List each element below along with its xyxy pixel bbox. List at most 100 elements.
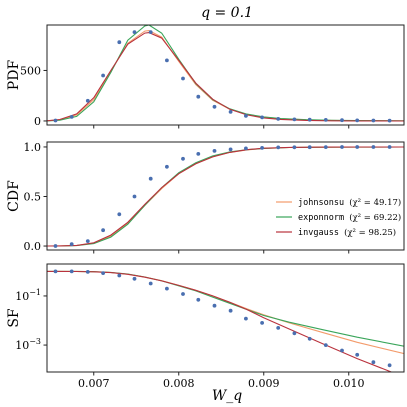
data-point xyxy=(355,118,360,123)
data-point xyxy=(165,164,169,169)
data-point xyxy=(148,30,153,34)
x-tick-label: 0.008 xyxy=(163,377,195,390)
data-point xyxy=(323,118,328,122)
data-point xyxy=(69,269,74,274)
data-point xyxy=(387,145,392,149)
data-point xyxy=(132,276,137,281)
data-point xyxy=(292,117,297,122)
series-line-invgauss xyxy=(47,32,404,122)
data-point xyxy=(387,118,392,123)
data-point xyxy=(260,115,264,120)
data-point xyxy=(228,110,233,114)
data-point xyxy=(307,336,312,341)
data-point xyxy=(69,242,74,247)
data-point xyxy=(53,269,58,274)
axes-frame xyxy=(46,263,405,373)
plot-area xyxy=(47,269,404,372)
data-point xyxy=(212,303,217,308)
data-point xyxy=(85,239,90,244)
data-point xyxy=(85,98,90,103)
data-point xyxy=(148,281,153,286)
legend-item-exponnorm: exponnorm (χ² = 69.22) xyxy=(276,212,401,223)
data-point xyxy=(260,321,264,325)
data-point xyxy=(196,94,201,99)
data-point xyxy=(148,176,153,181)
data-point xyxy=(340,348,344,353)
data-point xyxy=(117,40,122,45)
data-point xyxy=(212,104,217,109)
data-point xyxy=(165,58,169,63)
data-point xyxy=(181,292,185,296)
y-tick-label: 10−3 xyxy=(15,337,41,352)
data-point xyxy=(132,194,137,199)
data-point xyxy=(228,147,233,152)
series-line-invgauss xyxy=(47,270,393,372)
data-point xyxy=(307,117,312,122)
data-point xyxy=(371,118,376,123)
data-point xyxy=(53,244,58,248)
data-point xyxy=(244,316,248,321)
data-point xyxy=(276,117,281,121)
x-axis-label: W_q xyxy=(212,388,242,404)
figure-title: q = 0.1 xyxy=(201,5,253,21)
data-point xyxy=(181,156,185,161)
data-point xyxy=(355,145,360,149)
data-point xyxy=(53,118,58,123)
x-tick-label: 0.010 xyxy=(333,377,365,390)
legend-item-invgauss: invgauss (χ² = 98.25) xyxy=(276,227,396,238)
data-point xyxy=(101,271,105,275)
x-tick-label: 0.007 xyxy=(78,377,110,390)
y-axis-label-pdf: PDF xyxy=(6,60,22,91)
data-point xyxy=(196,297,201,302)
data-point xyxy=(85,270,90,274)
data-point xyxy=(292,331,297,336)
y-tick-label: 0.5 xyxy=(24,190,42,203)
data-point xyxy=(387,363,392,368)
data-point xyxy=(244,114,248,118)
legend-label: invgauss (χ² = 98.25) xyxy=(298,227,396,238)
y-tick-label: 0 xyxy=(34,115,41,128)
data-point xyxy=(117,212,122,217)
y-tick-label: 500 xyxy=(20,64,41,77)
data-point xyxy=(292,145,297,150)
data-point xyxy=(196,152,201,156)
legend-label: johnsonsu (χ² = 49.17) xyxy=(298,197,401,208)
data-point xyxy=(340,145,344,149)
plot-area xyxy=(47,145,404,248)
data-point xyxy=(371,145,376,149)
data-point xyxy=(101,228,105,233)
data-point xyxy=(260,146,264,150)
data-point xyxy=(165,286,169,291)
data-point xyxy=(69,115,74,119)
series-line-johnsonsu xyxy=(47,270,404,355)
legend-label: exponnorm (χ² = 69.22) xyxy=(298,212,401,223)
data-point xyxy=(276,326,281,330)
legend: johnsonsu (χ² = 49.17) exponnorm (χ² = 69… xyxy=(276,197,401,238)
data-point xyxy=(371,360,376,365)
y-axis-label-sf: SF xyxy=(6,308,22,328)
data-point xyxy=(101,73,105,78)
axes-frame xyxy=(46,24,405,126)
y-tick-label: 0.0 xyxy=(24,240,42,253)
data-point xyxy=(323,343,328,347)
y-tick-label: 10−1 xyxy=(15,288,41,303)
y-axis-label-cdf: CDF xyxy=(6,180,22,212)
data-point xyxy=(181,76,185,81)
data-point xyxy=(228,308,233,313)
data-point xyxy=(117,273,122,278)
panel-cdf: 0.0 0.5 1.0 CDF xyxy=(6,141,405,254)
legend-item-johnsonsu: johnsonsu (χ² = 49.17) xyxy=(276,197,401,208)
series-line-exponnorm xyxy=(47,270,404,347)
data-point xyxy=(244,146,248,151)
data-point xyxy=(323,145,328,150)
plot-area xyxy=(47,25,404,123)
data-point xyxy=(307,145,312,150)
x-tick-label: 0.009 xyxy=(248,377,280,390)
data-point xyxy=(340,118,344,123)
data-point xyxy=(212,149,217,153)
panel-sf: 0.007 0.008 0.009 0.010 10−1 10−3 SF xyxy=(6,263,405,390)
data-point xyxy=(276,145,281,150)
